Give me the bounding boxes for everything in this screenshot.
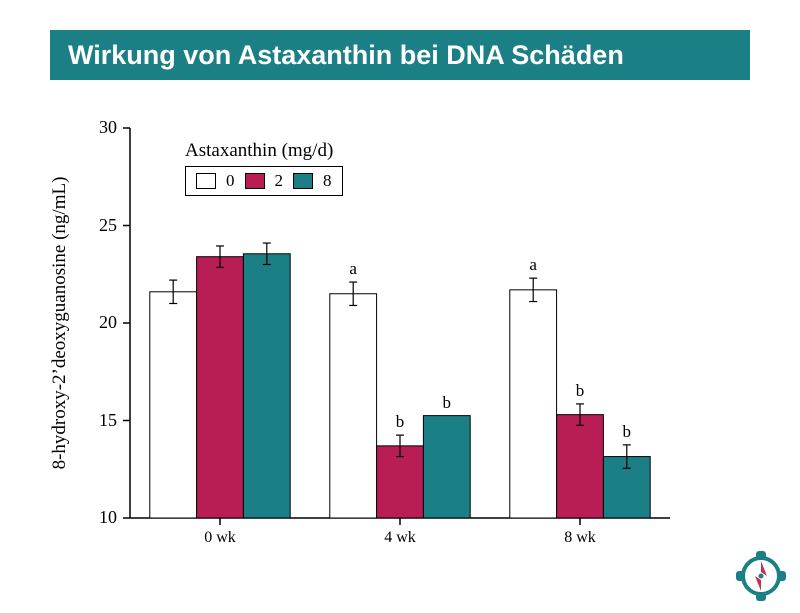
significance-label: b — [396, 412, 405, 432]
significance-label: b — [576, 381, 585, 401]
legend-label: 8 — [323, 171, 332, 191]
legend-title: Astaxanthin (mg/d) — [185, 140, 333, 162]
x-tick-label: 0 wk — [204, 529, 236, 547]
y-axis-label: 8-hydroxy-2’deoxyguanosine (ng/mL) — [49, 177, 71, 470]
x-tick-label: 4 wk — [384, 529, 416, 547]
legend-swatch — [293, 173, 313, 189]
y-tick-label: 15 — [99, 410, 117, 431]
legend-label: 0 — [226, 171, 235, 191]
y-tick-label: 20 — [99, 312, 117, 333]
legend: 0 2 8 — [185, 166, 343, 196]
y-tick-label: 30 — [99, 117, 117, 138]
y-tick-label: 25 — [99, 215, 117, 236]
legend-label: 2 — [275, 171, 284, 191]
legend-swatch — [196, 173, 216, 189]
dna-damage-chart — [0, 0, 800, 613]
significance-label: b — [623, 422, 632, 442]
compass-logo-icon — [734, 549, 788, 603]
significance-label: a — [349, 259, 357, 279]
y-tick-label: 10 — [99, 507, 117, 528]
significance-label: a — [529, 255, 537, 275]
x-tick-label: 8 wk — [564, 529, 596, 547]
legend-swatch — [245, 173, 265, 189]
significance-label: b — [443, 393, 452, 413]
